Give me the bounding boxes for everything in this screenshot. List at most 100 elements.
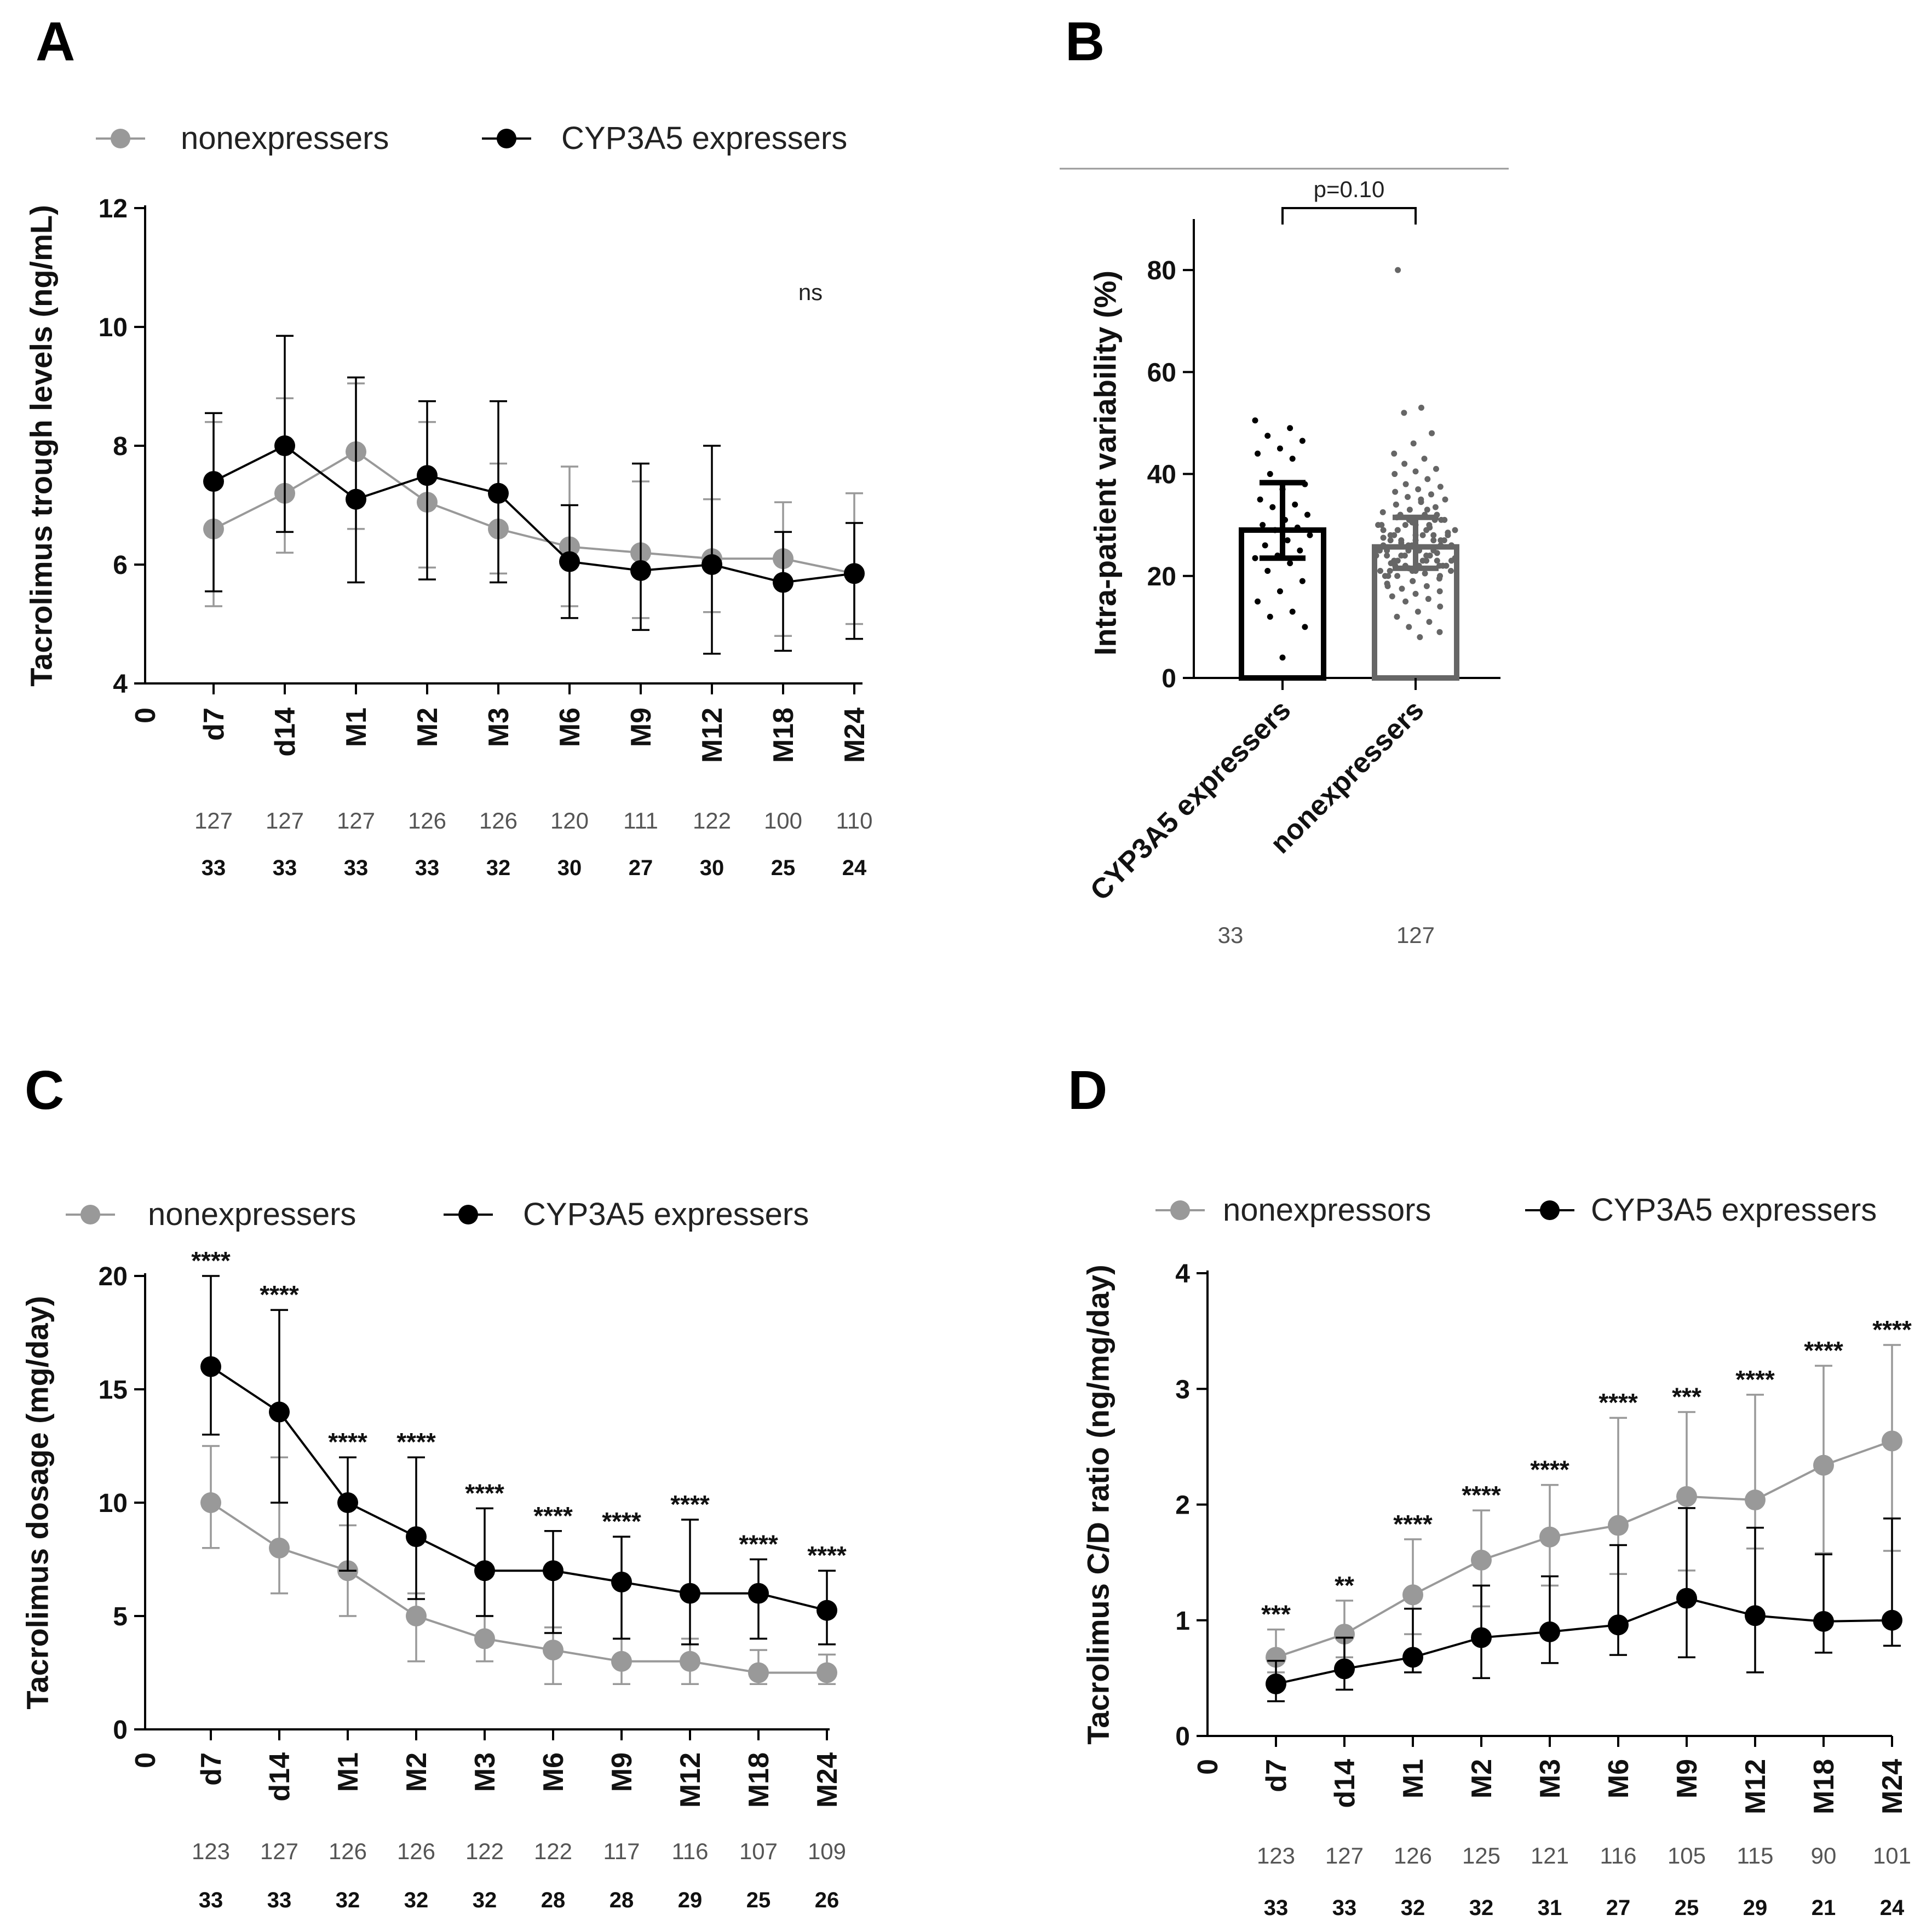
n-nonexpressers: 127 [260,1838,298,1864]
y-axis-label: Tacrolimus C/D ratio (ng/mg/day) [1081,1264,1116,1744]
scatter-point [1387,567,1393,574]
scatter-point [1375,522,1382,528]
scatter-point [1424,507,1430,513]
data-point [474,1560,495,1582]
bar-group-0 [1239,417,1326,681]
data-point [680,1583,700,1604]
legend-entry-1: CYP3A5 expressers [444,1197,809,1232]
scatter-point [1380,542,1387,549]
significance-stars: **** [602,1507,641,1536]
x-category-label: M3 [469,1752,501,1792]
significance-stars: **** [533,1502,573,1530]
n-nonexpressers: 125 [1462,1843,1500,1868]
series-line [210,1365,827,1612]
n-nonexpressers: 126 [329,1838,367,1864]
scatter-point [1284,537,1291,544]
significance-stars: *** [1672,1383,1701,1411]
y-tick-label: 12 [99,194,128,223]
data-point [748,1583,769,1604]
scatter-point [1437,573,1444,579]
scatter-point [1401,410,1407,416]
legend-marker [1170,1200,1190,1220]
n-expressers: 32 [1401,1896,1425,1920]
panel-b: B 0 20 40 60 80 Intra-patient variability (%) C… [1060,11,1509,948]
n-expressers: 33 [199,1888,223,1912]
data-point [1402,1584,1423,1606]
data-point [773,572,794,593]
n-expressers: 32 [404,1888,429,1912]
y-tick-label: 0 [113,1716,128,1745]
n-expressers: 33 [344,856,369,880]
scatter-point [1304,511,1310,518]
scatter-point [1452,527,1458,533]
x-category-label: M1 [1398,1759,1429,1798]
scatter-point [1255,450,1261,457]
n-expressers: 30 [557,856,582,880]
data-point [346,488,366,510]
n-nonexpressers: 110 [836,808,873,833]
significance-stars: **** [1393,1510,1433,1538]
n-expressers: 31 [1538,1896,1562,1920]
n-nonexpressers: 116 [1600,1843,1637,1868]
legend-label: nonexpressors [1223,1192,1431,1228]
scatter-point [1421,456,1428,462]
data-point [1745,1490,1766,1511]
scatter-point [1401,461,1408,467]
data-point [337,1492,358,1513]
data-point [406,1606,427,1626]
n-nonexpressers: 115 [1737,1843,1774,1868]
n-expressers: 27 [629,856,653,880]
y-tick-label: 3 [1175,1375,1190,1404]
scatter-point [1279,654,1286,661]
y-tick-label: 15 [99,1376,128,1405]
scatter-point [1426,619,1433,625]
n-nonexpressers: 107 [739,1838,778,1864]
data-point [1676,1486,1697,1507]
scatter-point [1294,524,1301,531]
legend-marker [497,129,516,148]
y-tick-label: 8 [113,432,128,461]
scatter-point [1257,496,1263,503]
scatter-point [1412,590,1419,597]
scatter-point [1252,555,1258,561]
scatter-point [1391,450,1398,457]
n-nonexpressers: 116 [672,1838,709,1864]
scatter-point [1377,567,1384,574]
significance-stars: **** [328,1428,367,1456]
x-category-label: M24 [812,1752,843,1808]
n-expressers: 28 [541,1888,566,1912]
data-point [844,563,865,584]
x-category-label: M12 [675,1752,706,1808]
scatter-point [1436,588,1443,595]
significance-stars: **** [1530,1456,1569,1484]
scatter-point [1428,491,1434,498]
scatter-point [1277,588,1283,595]
x-category-label: M1 [332,1752,364,1792]
panel-letter-c: C [25,1060,64,1121]
scatter-point [1402,598,1409,605]
legend-entry-1: CYP3A5 expressers [482,120,847,156]
legend-entry-0: nonexpressors [1155,1192,1431,1228]
y-tick-label: 5 [113,1602,128,1631]
x-category-label: M2 [401,1752,433,1792]
scatter-point [1391,532,1398,538]
y-tick-label: 20 [1147,562,1176,591]
n-nonexpressers: 127 [1325,1843,1364,1868]
scatter-point [1419,532,1426,538]
data-point [1266,1647,1286,1668]
n-expressers: 27 [1606,1896,1631,1920]
n-nonexpressers: 117 [603,1838,640,1864]
scatter-point [1377,547,1383,554]
data-point [1676,1588,1697,1609]
n-expressers: 33 [1264,1896,1289,1920]
y-tick-label: 0 [1162,664,1176,693]
x-category-label: d14 [1329,1759,1361,1808]
y-tick-label: 4 [113,670,128,699]
significance-stars: **** [1462,1481,1501,1509]
data-point [1813,1454,1834,1476]
x-category-label: M24 [839,708,871,763]
data-point [1539,1621,1560,1642]
scatter-point [1292,501,1298,508]
data-point [630,560,651,581]
significance-stars: **** [191,1246,231,1275]
